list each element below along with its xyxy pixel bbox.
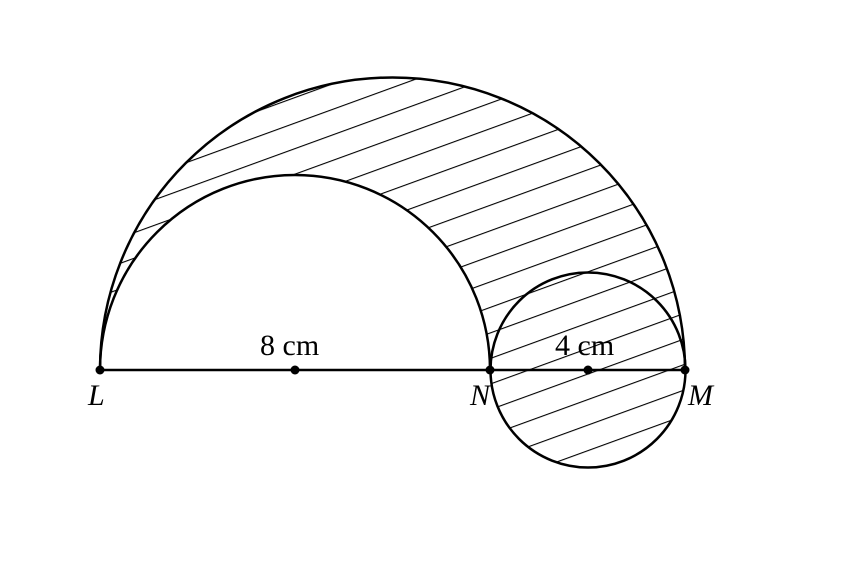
geometry-diagram: 8 cm 4 cm L N M	[0, 0, 857, 582]
point-M	[681, 366, 690, 375]
measurement-LN: 8 cm	[260, 329, 319, 362]
measurement-NM: 4 cm	[555, 329, 614, 362]
point-L	[96, 366, 105, 375]
shaded-region	[0, 0, 857, 582]
diagram-svg: 8 cm 4 cm L N M	[0, 0, 857, 582]
label-M: M	[687, 379, 715, 412]
point-N	[486, 366, 495, 375]
point-LN-mid	[291, 366, 300, 375]
point-NM-mid	[584, 366, 593, 375]
label-N: N	[469, 379, 492, 412]
label-L: L	[87, 379, 105, 412]
